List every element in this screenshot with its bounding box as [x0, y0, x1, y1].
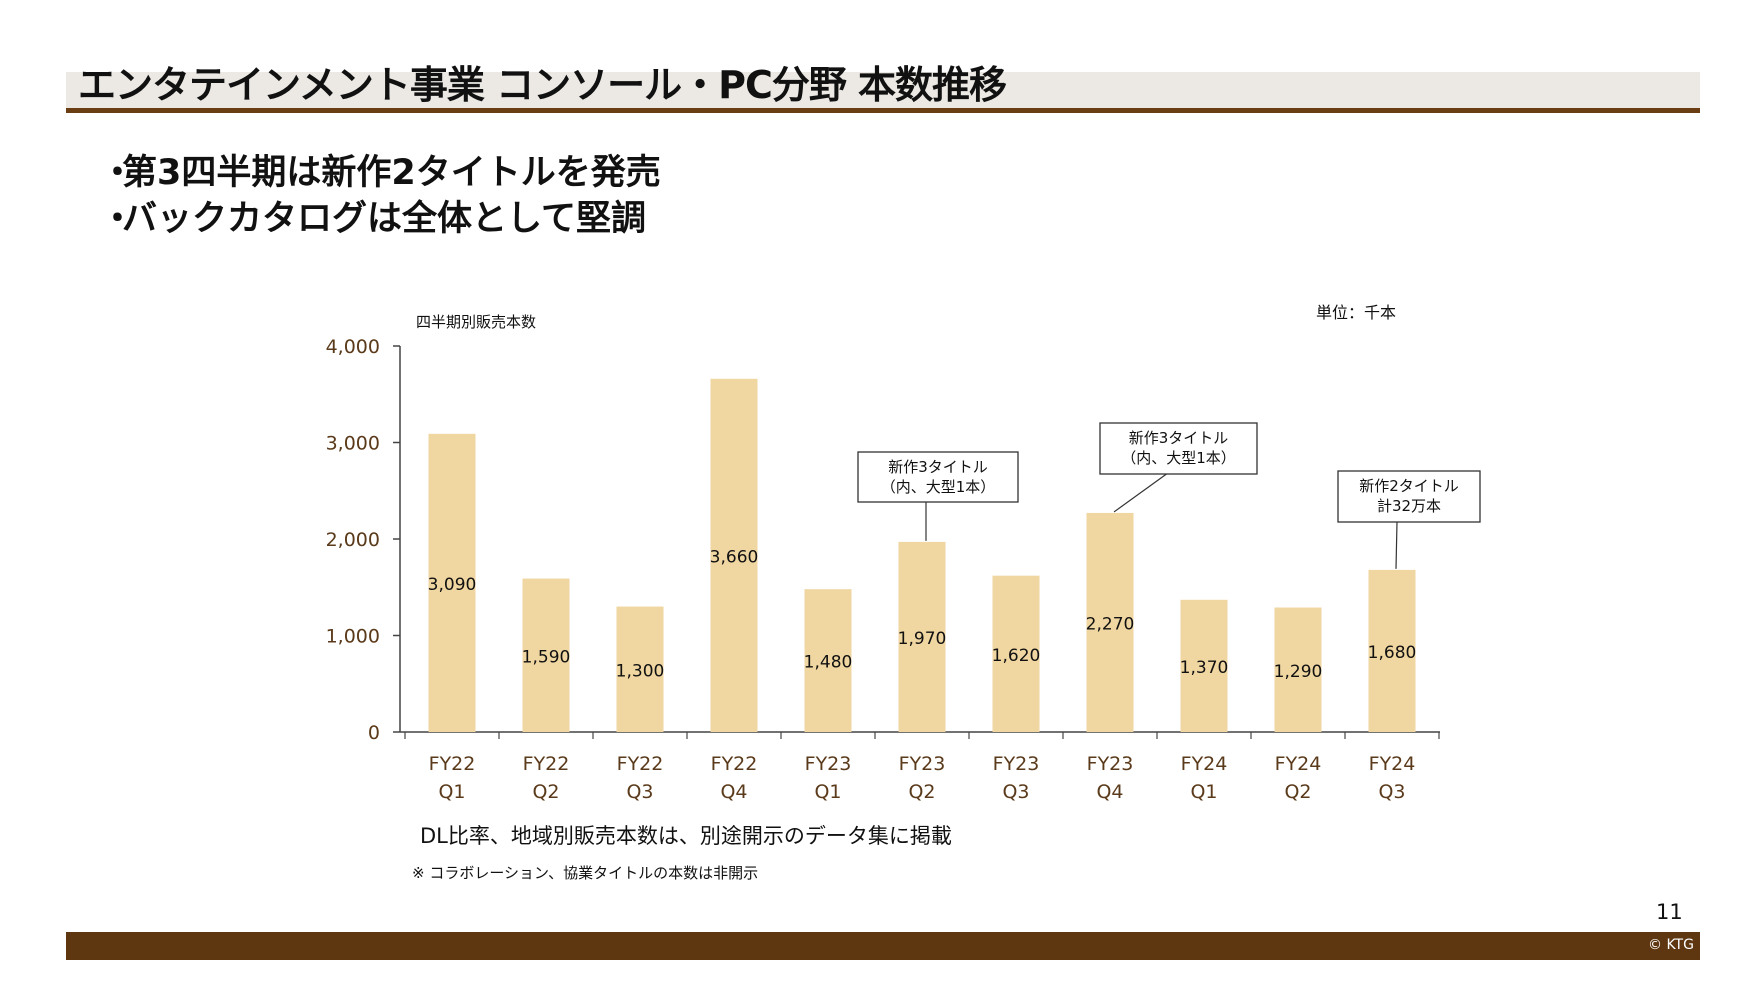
x-tick-label: Q3: [626, 781, 653, 803]
x-tick-label: FY24: [1275, 753, 1322, 775]
bar: [992, 575, 1040, 732]
title-underline: [66, 108, 1700, 113]
x-tick-label: Q2: [532, 781, 559, 803]
chart-title: 四半期別販売本数: [416, 313, 536, 331]
bar: [616, 606, 664, 732]
y-tick-label: 1,000: [326, 626, 380, 648]
bar-value-label: 1,590: [522, 647, 571, 667]
data-note: DL比率、地域別販売本数は、別途開示のデータ集に掲載: [420, 824, 952, 848]
bar-value-label: 3,660: [710, 547, 759, 567]
bar-value-label: 3,090: [428, 575, 477, 595]
x-tick-label: Q3: [1378, 781, 1405, 803]
callout-leader: [1395, 521, 1398, 569]
page-number: 11: [1656, 900, 1683, 924]
bar-value-label: 1,370: [1180, 658, 1229, 678]
x-tick-label: FY22: [617, 753, 664, 775]
callout-text: 計32万本: [1377, 497, 1441, 515]
unit-label: 単位：千本: [1316, 303, 1396, 322]
x-tick-label: FY22: [429, 753, 476, 775]
bar: [1274, 607, 1322, 732]
title-band: [66, 72, 1700, 110]
x-tick-label: Q1: [1190, 781, 1217, 803]
bar: [428, 433, 476, 732]
bar: [1180, 599, 1228, 732]
callout-box: [1337, 470, 1481, 523]
callout-text: 新作2タイトル: [1359, 477, 1459, 495]
x-tick-label: FY23: [899, 753, 946, 775]
callout-box: [857, 451, 1019, 503]
x-tick-label: Q4: [720, 781, 747, 803]
footer-bar: [66, 932, 1700, 960]
x-tick-label: FY23: [1087, 753, 1134, 775]
bar: [898, 541, 946, 732]
bullet-list: ・第3四半期は新作2タイトルを発売 ・バックカタログは全体として堅調: [100, 150, 661, 242]
y-tick-label: 0: [368, 722, 380, 744]
bar-value-label: 1,290: [1274, 662, 1323, 682]
disclosure-note: ※ コラボレーション、協業タイトルの本数は非開示: [412, 864, 759, 882]
callout-text: （内、大型1本）: [1121, 449, 1236, 467]
bar-value-label: 1,300: [616, 661, 665, 681]
callout-text: 新作3タイトル: [888, 458, 988, 476]
bar: [1368, 569, 1416, 732]
y-tick-label: 2,000: [326, 529, 380, 551]
callout-box: [1099, 422, 1258, 475]
bar-value-label: 1,620: [992, 646, 1041, 666]
bullet-text: バックカタログは全体として堅調: [122, 199, 646, 239]
x-tick-label: Q2: [908, 781, 935, 803]
bullet-item: ・第3四半期は新作2タイトルを発売: [100, 150, 661, 196]
y-tick-label: 4,000: [326, 336, 380, 358]
x-tick-label: Q1: [814, 781, 841, 803]
bar: [710, 378, 758, 732]
x-tick-label: FY24: [1369, 753, 1416, 775]
bar: [1086, 512, 1134, 732]
callout-text: 新作3タイトル: [1129, 429, 1229, 447]
x-tick-label: Q4: [1096, 781, 1123, 803]
bar: [522, 578, 570, 732]
copyright: © KTG: [1648, 937, 1694, 953]
x-tick-label: FY23: [805, 753, 852, 775]
x-tick-label: Q1: [438, 781, 465, 803]
x-tick-label: FY23: [993, 753, 1040, 775]
bar-value-label: 1,480: [804, 653, 853, 673]
bullet-item: ・バックカタログは全体として堅調: [100, 196, 661, 242]
bullet-text: 第3四半期は新作2タイトルを発売: [122, 153, 661, 193]
page-title: エンタテインメント事業 コンソール・PC分野 本数推移: [78, 63, 1007, 107]
bar-value-label: 1,680: [1368, 643, 1417, 663]
bar-value-label: 2,270: [1086, 614, 1135, 634]
y-tick-label: 3,000: [326, 433, 380, 455]
bar: [804, 589, 852, 732]
x-tick-label: FY24: [1181, 753, 1228, 775]
x-tick-label: FY22: [711, 753, 758, 775]
callout-leader: [1113, 473, 1167, 513]
x-tick-label: FY22: [523, 753, 570, 775]
x-tick-label: Q3: [1002, 781, 1029, 803]
x-tick-label: Q2: [1284, 781, 1311, 803]
bar-value-label: 1,970: [898, 629, 947, 649]
callout-text: （内、大型1本）: [881, 478, 996, 496]
